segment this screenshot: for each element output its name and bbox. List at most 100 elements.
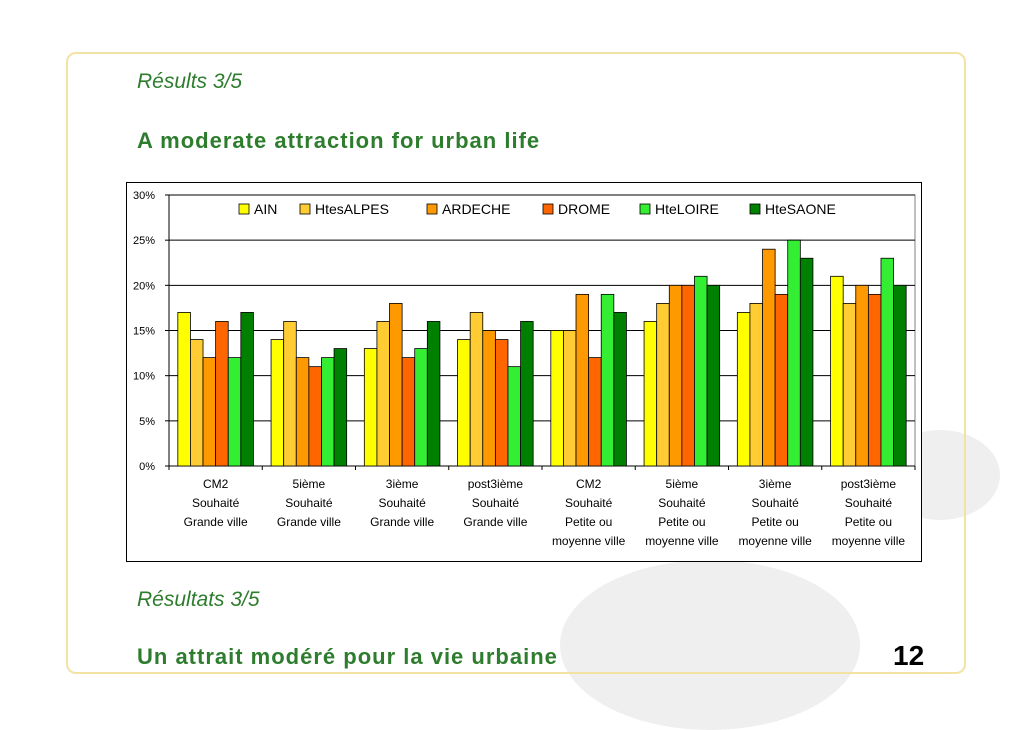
bar: [575, 293, 590, 467]
legend-swatch: [639, 203, 651, 215]
bar: [215, 321, 229, 467]
legend-swatch: [542, 203, 554, 215]
bar: [240, 312, 254, 467]
y-tick-label: 10%: [133, 371, 155, 383]
bar: [563, 330, 577, 467]
x-tick-label: Souhaité: [472, 496, 520, 510]
bar: [656, 303, 670, 467]
bar: [177, 312, 191, 467]
bar: [893, 284, 907, 467]
x-tick-label: Souhaité: [845, 496, 893, 510]
bar: [376, 321, 390, 467]
x-tick-label: Grande ville: [277, 515, 341, 529]
legend-swatch: [749, 203, 761, 215]
x-tick-label: post3ième: [468, 477, 524, 491]
x-tick-label: Grande ville: [463, 515, 527, 529]
bar: [270, 339, 285, 467]
page-number: 12: [893, 640, 925, 671]
legend-swatch: [238, 203, 250, 215]
bar: [507, 366, 521, 467]
legend-label: HtesALPES: [315, 201, 389, 217]
bar: [600, 293, 615, 467]
bar: [550, 330, 564, 467]
x-tick-label: 3ième: [759, 477, 792, 491]
footer-subtitle: Résultats 3/5: [137, 588, 260, 611]
x-tick-label: 5ième: [293, 477, 326, 491]
x-tick-label: CM2: [203, 477, 229, 491]
x-tick-label: Souhaité: [658, 496, 706, 510]
header-subtitle: Résults 3/5: [137, 70, 243, 93]
x-tick-label: moyenne ville: [552, 534, 626, 548]
bar: [401, 357, 416, 467]
bar: [457, 339, 471, 467]
bar: [190, 339, 204, 467]
bar: [308, 366, 322, 467]
bar: [681, 284, 695, 467]
x-tick-label: Grande ville: [184, 515, 248, 529]
background-decoration: [560, 560, 860, 730]
bar: [643, 321, 658, 467]
bar: [736, 312, 751, 467]
x-tick-label: Souhaité: [565, 496, 613, 510]
x-tick-label: Souhaité: [285, 496, 333, 510]
header-title: A moderate attraction for urban life: [137, 128, 541, 153]
bar: [588, 357, 602, 467]
x-tick-label: Souhaité: [378, 496, 426, 510]
x-tick-label: moyenne ville: [832, 534, 906, 548]
y-tick-label: 30%: [133, 190, 155, 202]
legend-label: AIN: [254, 201, 277, 217]
bar: [867, 293, 882, 467]
bar: [694, 275, 708, 467]
bar: [706, 284, 721, 467]
bar: [520, 321, 534, 467]
x-tick-label: Grande ville: [370, 515, 434, 529]
legend-label: ARDECHE: [442, 201, 510, 217]
bar: [855, 284, 869, 467]
bar-chart: 0% 5% 10% 15% 20% 25% 30% CM2 Souhaité Grande vil…: [133, 190, 916, 548]
x-tick-label: 5ième: [666, 477, 699, 491]
bar: [774, 293, 789, 467]
x-tick-label: Petite ou: [565, 515, 612, 529]
bar: [469, 312, 484, 467]
x-tick-label: CM2: [576, 477, 602, 491]
legend-swatch: [299, 203, 311, 215]
bar: [494, 339, 509, 467]
x-tick-label: Souhaité: [192, 496, 240, 510]
bar: [830, 275, 844, 467]
x-tick-label: Petite ou: [751, 515, 798, 529]
x-tick-label: 3ième: [386, 477, 419, 491]
bar: [227, 357, 242, 467]
y-tick-label: 15%: [133, 326, 155, 338]
bar: [283, 321, 297, 467]
legend-label: HteSAONE: [765, 201, 836, 217]
footer-title: Un attrait modéré pour la vie urbaine: [137, 644, 558, 669]
chart-container: 0% 5% 10% 15% 20% 25% 30% CM2 Souhaité Grande vil…: [126, 182, 922, 562]
bar: [363, 348, 378, 467]
bar: [842, 303, 857, 467]
x-tick-label: moyenne ville: [738, 534, 812, 548]
bar: [787, 239, 801, 467]
legend-label: HteLOIRE: [655, 201, 719, 217]
bar: [799, 257, 814, 467]
y-tick-label: 20%: [133, 280, 155, 292]
x-tick-label: post3ième: [841, 477, 897, 491]
bar: [389, 303, 403, 467]
bar: [668, 284, 683, 467]
bar: [333, 348, 348, 467]
bar: [414, 348, 428, 467]
y-tick-label: 5%: [139, 416, 155, 428]
bar: [321, 357, 335, 467]
legend-swatch: [426, 203, 438, 215]
bar: [482, 330, 496, 467]
bar: [880, 257, 894, 467]
x-tick-label: moyenne ville: [645, 534, 719, 548]
bar: [426, 321, 441, 467]
x-tick-label: Petite ou: [845, 515, 892, 529]
bar: [202, 357, 217, 467]
x-tick-label: Petite ou: [658, 515, 705, 529]
bar: [749, 303, 763, 467]
y-tick-label: 0%: [139, 461, 155, 473]
y-tick-label: 25%: [133, 235, 155, 247]
x-tick-label: Souhaité: [751, 496, 799, 510]
legend-label: DROME: [558, 201, 610, 217]
